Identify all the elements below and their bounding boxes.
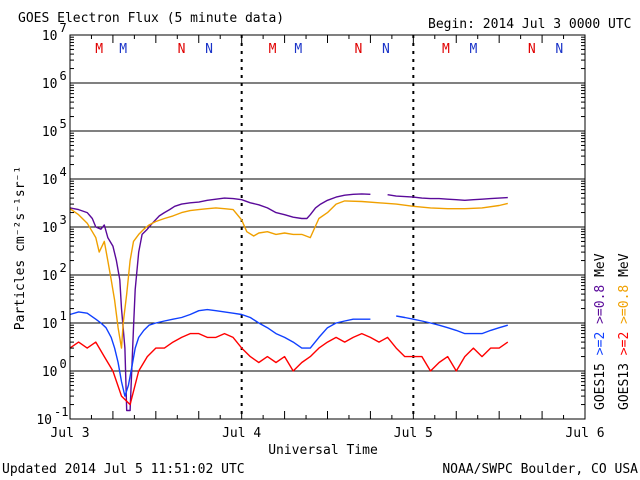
y-tick-exponent: 2: [60, 261, 67, 275]
y-tick-label: 10: [42, 365, 58, 380]
y-tick-exponent: -1: [54, 405, 68, 419]
x-axis-label: Universal Time: [268, 443, 378, 458]
legend-item: MeV: [617, 253, 632, 284]
marker-label: N: [382, 42, 390, 57]
marker-label: M: [442, 42, 450, 57]
marker-label: M: [470, 42, 478, 57]
y-axis-label: Particles cm⁻²s⁻¹sr⁻¹: [13, 166, 28, 330]
chart-title: GOES Electron Flux (5 minute data): [18, 11, 284, 26]
series-line-3: [69, 308, 371, 397]
y-tick-label: 10: [42, 317, 58, 332]
marker-label: M: [269, 42, 277, 57]
marker-label: N: [528, 42, 536, 57]
legend-item: MeV: [593, 253, 608, 284]
series-layer: [69, 193, 509, 412]
y-tick-exponent: 6: [60, 69, 67, 83]
y-tick-label: 10: [42, 29, 58, 44]
x-tick-label: Jul 3: [50, 426, 89, 441]
x-tick-label: Jul 6: [565, 426, 604, 441]
y-tick-label: 10: [42, 77, 58, 92]
plot-frame: [69, 34, 586, 420]
legend-item: >=2: [593, 332, 608, 355]
credit: NOAA/SWPC Boulder, CO USA: [442, 462, 638, 477]
series-line-4: [396, 315, 508, 335]
legend-item: >=0.8: [617, 285, 632, 332]
legend-item: GOES15: [593, 355, 608, 410]
y-tick-exponent: 7: [60, 21, 67, 35]
marker-label: M: [119, 42, 127, 57]
y-tick-label: 10: [42, 173, 58, 188]
y-tick-exponent: 0: [60, 357, 67, 371]
x-tick-label: Jul 4: [222, 426, 261, 441]
y-tick-exponent: 1: [60, 309, 67, 323]
begin-time: Begin: 2014 Jul 3 0000 UTC: [428, 17, 632, 32]
y-tick-exponent: 5: [60, 117, 67, 131]
legend-goes13: GOES13 >=2 >=0.8 MeV: [617, 253, 632, 410]
series-line-2: [69, 200, 508, 349]
y-tick-exponent: 3: [60, 213, 67, 227]
series-line-5: [69, 332, 509, 406]
y-tick-label: 10: [36, 413, 52, 428]
marker-label: N: [555, 42, 563, 57]
updated-time: Updated 2014 Jul 5 11:51:02 UTC: [2, 462, 245, 477]
y-tick-label: 10: [42, 125, 58, 140]
marker-label: M: [95, 42, 103, 57]
legend-item: >=0.8: [593, 285, 608, 332]
y-tick-label: 10: [42, 269, 58, 284]
legend-item: GOES13: [617, 355, 632, 410]
y-tick-label: 10: [42, 221, 58, 236]
marker-label: N: [205, 42, 213, 57]
marker-label: N: [178, 42, 186, 57]
legend-goes15: GOES15 >=2 >=0.8 MeV: [593, 253, 608, 410]
marker-label: N: [354, 42, 362, 57]
legend-item: >=2: [617, 332, 632, 355]
series-line-1: [387, 194, 508, 202]
x-tick-label: Jul 5: [394, 426, 433, 441]
marker-label: M: [294, 42, 302, 57]
series-line-0: [69, 193, 371, 412]
y-tick-exponent: 4: [60, 165, 67, 179]
